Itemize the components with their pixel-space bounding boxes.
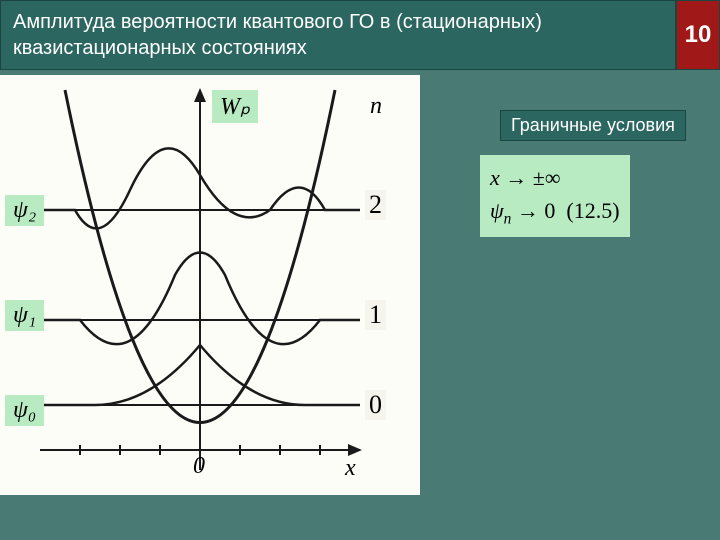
x-axis-label: x [345,455,356,482]
n-column-header: n [370,93,382,120]
psi0-label: ψ₀ [5,395,44,426]
boundary-conditions-heading: Граничные условия [500,110,686,141]
slide-number: 10 [676,0,720,70]
y-axis-label: Wₚ [212,90,258,123]
n-value-0: 0 [365,390,386,420]
slide-title: Амплитуда вероятности квантового ГО в (с… [0,0,676,70]
plot-svg [0,75,420,495]
boundary-conditions-equation: x → ±∞ ψn → 0 (12.5) [480,155,630,237]
equation-line2: ψn → 0 (12.5) [490,194,620,231]
origin-label: 0 [193,453,205,480]
equation-line1: x → ±∞ [490,161,620,194]
n-value-1: 1 [365,300,386,330]
psi1-label: ψ₁ [5,300,44,331]
slide-header: Амплитуда вероятности квантового ГО в (с… [0,0,720,70]
psi2-label: ψ₂ [5,195,44,226]
n-value-2: 2 [365,190,386,220]
wavefunction-diagram: Wₚ n ψ₂ ψ₁ ψ₀ 2 1 0 0 x [0,75,420,495]
